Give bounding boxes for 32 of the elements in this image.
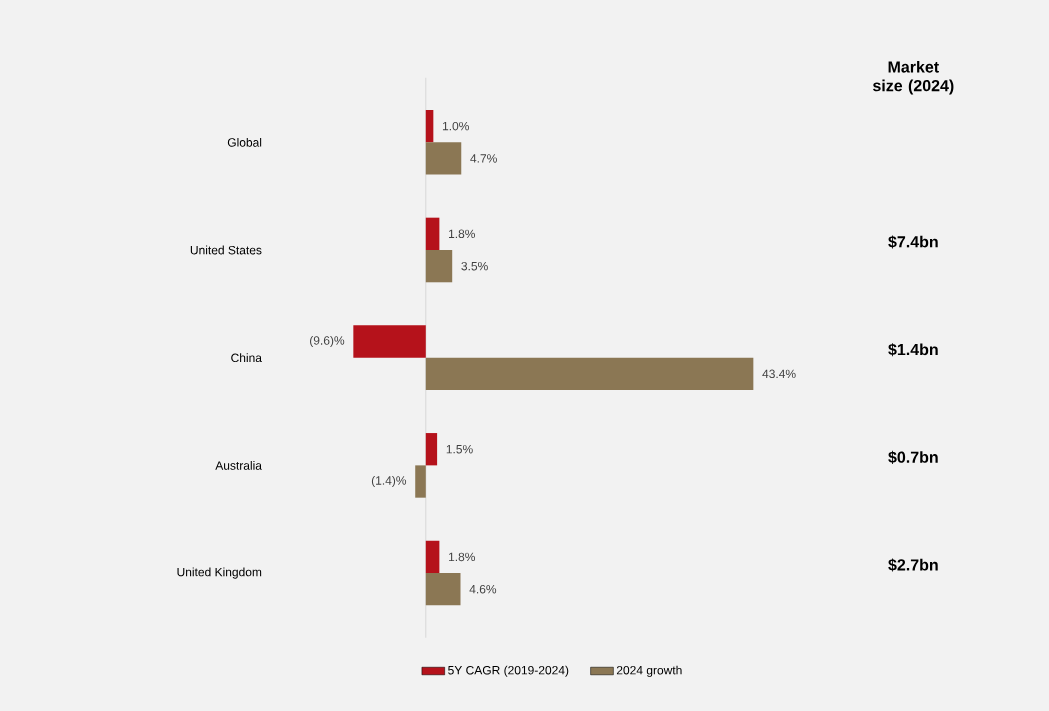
text: $1.4bn <box>888 343 938 357</box>
bar <box>415 465 426 498</box>
bar <box>425 249 453 283</box>
legend-label: 5Y CAGR (2019-2024) <box>448 665 569 677</box>
y-tick-label: United Kingdom <box>177 567 262 579</box>
bar <box>425 357 754 390</box>
bar <box>425 109 434 143</box>
bar <box>353 325 426 358</box>
bar <box>425 573 461 606</box>
legend-label: 2024 growth <box>616 665 682 677</box>
text: $7.4bn <box>888 235 938 249</box>
data-label: 43.4% <box>762 369 796 379</box>
data-label: 1.5% <box>446 444 473 454</box>
bar <box>425 142 462 175</box>
data-label: (9.6)% <box>310 335 345 348</box>
bar <box>425 540 440 574</box>
bar <box>425 433 438 466</box>
data-label: 4.7% <box>470 154 497 163</box>
text: $2.7bn <box>888 558 938 572</box>
y-tick-label: Australia <box>215 460 262 470</box>
y-tick-label: United States <box>190 245 262 255</box>
data-label: 1.0% <box>442 121 469 131</box>
y-tick-label: Global <box>227 137 262 147</box>
bar <box>425 217 440 250</box>
data-label: 1.8% <box>449 552 476 562</box>
data-label: 4.6% <box>469 584 497 594</box>
data-label: 3.5% <box>461 261 488 271</box>
y-tick-label: China <box>231 353 262 363</box>
text: $0.7bn <box>888 450 938 464</box>
data-label: 1.8% <box>449 229 476 239</box>
data-label: (1.4)% <box>371 475 407 488</box>
text: Market size (2024) <box>873 60 954 95</box>
